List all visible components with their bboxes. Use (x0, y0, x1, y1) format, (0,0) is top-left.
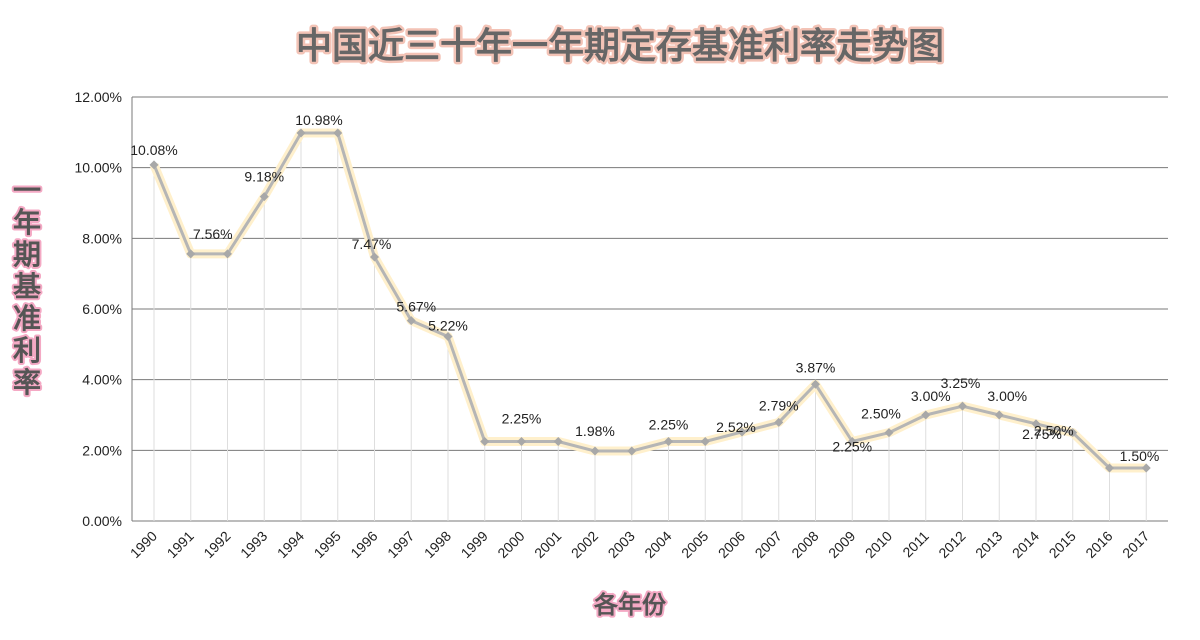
data-point-marker (664, 437, 673, 446)
data-label: 2.52% (716, 419, 756, 435)
x-tick-label: 2006 (715, 528, 748, 561)
data-label: 5.67% (396, 299, 436, 315)
data-label: 2.25% (502, 411, 542, 427)
y-tick-label: 8.00% (82, 230, 122, 246)
data-point-marker (737, 427, 747, 437)
x-axis-title: 各年份 (593, 591, 667, 619)
data-point-marker (700, 437, 710, 446)
data-point-marker (333, 128, 343, 138)
data-point-marker (1105, 463, 1114, 473)
data-label: 3.87% (796, 359, 836, 375)
data-label-layer: 10.08% 7.56% 9.18% 10.98% 7.47% 5.67% 5.22% 2.2… (130, 112, 1159, 464)
series-line (152, 131, 1147, 470)
data-label: 3.00% (911, 388, 951, 404)
data-label: 1.50% (1120, 448, 1160, 464)
y-tick-label: 12.00% (75, 89, 122, 105)
x-tick-label: 2017 (1119, 528, 1152, 561)
data-label: 7.56% (193, 226, 233, 242)
data-point-marker (884, 428, 894, 438)
x-tick-label: 1993 (237, 528, 270, 561)
y-axis-title: 一年期基准利率 (13, 174, 41, 399)
x-tick-label: 2003 (605, 528, 638, 561)
x-tick-label: 2004 (641, 528, 674, 561)
marker-layer (149, 128, 1151, 473)
data-point-marker (517, 437, 526, 446)
data-point-marker (186, 249, 196, 259)
series-layer (149, 128, 1147, 473)
x-tick-layer: 1990 1991 1992 1993 1994 1995 1996 1997 1998 1999… (127, 528, 1153, 561)
data-point-marker (259, 192, 269, 202)
data-label: 10.08% (130, 142, 177, 158)
x-tick-label: 1998 (421, 528, 454, 561)
x-tick-label: 2001 (531, 528, 564, 561)
x-tick-label: 1991 (164, 528, 197, 561)
data-point-marker (958, 401, 967, 411)
y-tick-label: 6.00% (82, 301, 122, 317)
x-tick-label: 2014 (1009, 528, 1042, 561)
y-tick-label: 2.00% (82, 442, 122, 458)
x-tick-label: 2000 (494, 528, 527, 561)
y-tick-layer: 0.00% 2.00% 4.00% 6.00% 8.00% 10.00% 12.00% (75, 89, 122, 529)
data-point-marker (811, 379, 820, 389)
data-label: 3.00% (987, 388, 1027, 404)
x-tick-label: 2012 (935, 528, 968, 561)
data-point-marker (847, 437, 857, 446)
data-label: 10.98% (295, 112, 342, 128)
data-label: 2.50% (1034, 423, 1074, 439)
x-tick-label: 1997 (384, 528, 417, 561)
chart-title: 中国近三十年一年期定存基准利率走势图 (296, 26, 944, 67)
y-tick-label: 10.00% (75, 160, 122, 176)
x-tick-label: 1999 (458, 528, 491, 561)
data-point-marker (480, 437, 490, 446)
x-tick-label: 2016 (1082, 528, 1115, 561)
x-tick-label: 2008 (788, 528, 821, 561)
data-point-marker (223, 249, 232, 259)
data-label: 7.47% (352, 236, 392, 252)
data-label: 2.50% (861, 406, 901, 422)
x-tick-label: 2005 (678, 528, 711, 561)
x-tick-label: 1990 (127, 528, 160, 561)
data-point-marker (774, 417, 784, 427)
x-tick-label: 1994 (274, 528, 307, 561)
drop-lines (153, 133, 1147, 521)
y-tick-label: 0.00% (82, 513, 122, 529)
data-label: 5.22% (428, 318, 468, 334)
x-tick-label: 1995 (311, 528, 344, 561)
x-tick-label: 2011 (899, 528, 932, 561)
data-point-marker (149, 160, 159, 170)
data-point-marker (1031, 419, 1041, 429)
data-label: 2.75% (1022, 426, 1062, 442)
grid-layer (131, 96, 1168, 522)
data-point-marker (296, 128, 306, 138)
x-tick-label: 1992 (200, 528, 233, 561)
y-tick-label: 4.00% (82, 372, 122, 388)
data-label: 1.98% (575, 423, 615, 439)
data-label: 2.25% (649, 417, 689, 433)
data-point-marker (1068, 428, 1078, 438)
x-tick-label: 2007 (752, 528, 785, 561)
x-tick-label: 2015 (1046, 528, 1079, 561)
data-point-marker (443, 332, 453, 342)
data-point-marker (553, 437, 563, 446)
data-point-marker (921, 410, 931, 420)
x-tick-label: 2009 (825, 528, 858, 561)
data-point-marker (590, 446, 600, 456)
data-label: 3.25% (941, 375, 981, 391)
data-label: 9.18% (244, 169, 284, 185)
data-point-marker (627, 446, 637, 456)
data-point-marker (994, 410, 1004, 420)
x-tick-label: 2013 (972, 528, 1005, 561)
data-point-marker (406, 316, 416, 326)
x-tick-label: 1996 (347, 528, 380, 561)
data-point-marker (370, 252, 379, 262)
x-tick-label: 2002 (568, 528, 601, 561)
data-label: 2.79% (759, 397, 799, 413)
x-tick-label: 2010 (862, 528, 895, 561)
data-label: 2.25% (832, 439, 872, 455)
data-point-marker (1141, 463, 1151, 473)
